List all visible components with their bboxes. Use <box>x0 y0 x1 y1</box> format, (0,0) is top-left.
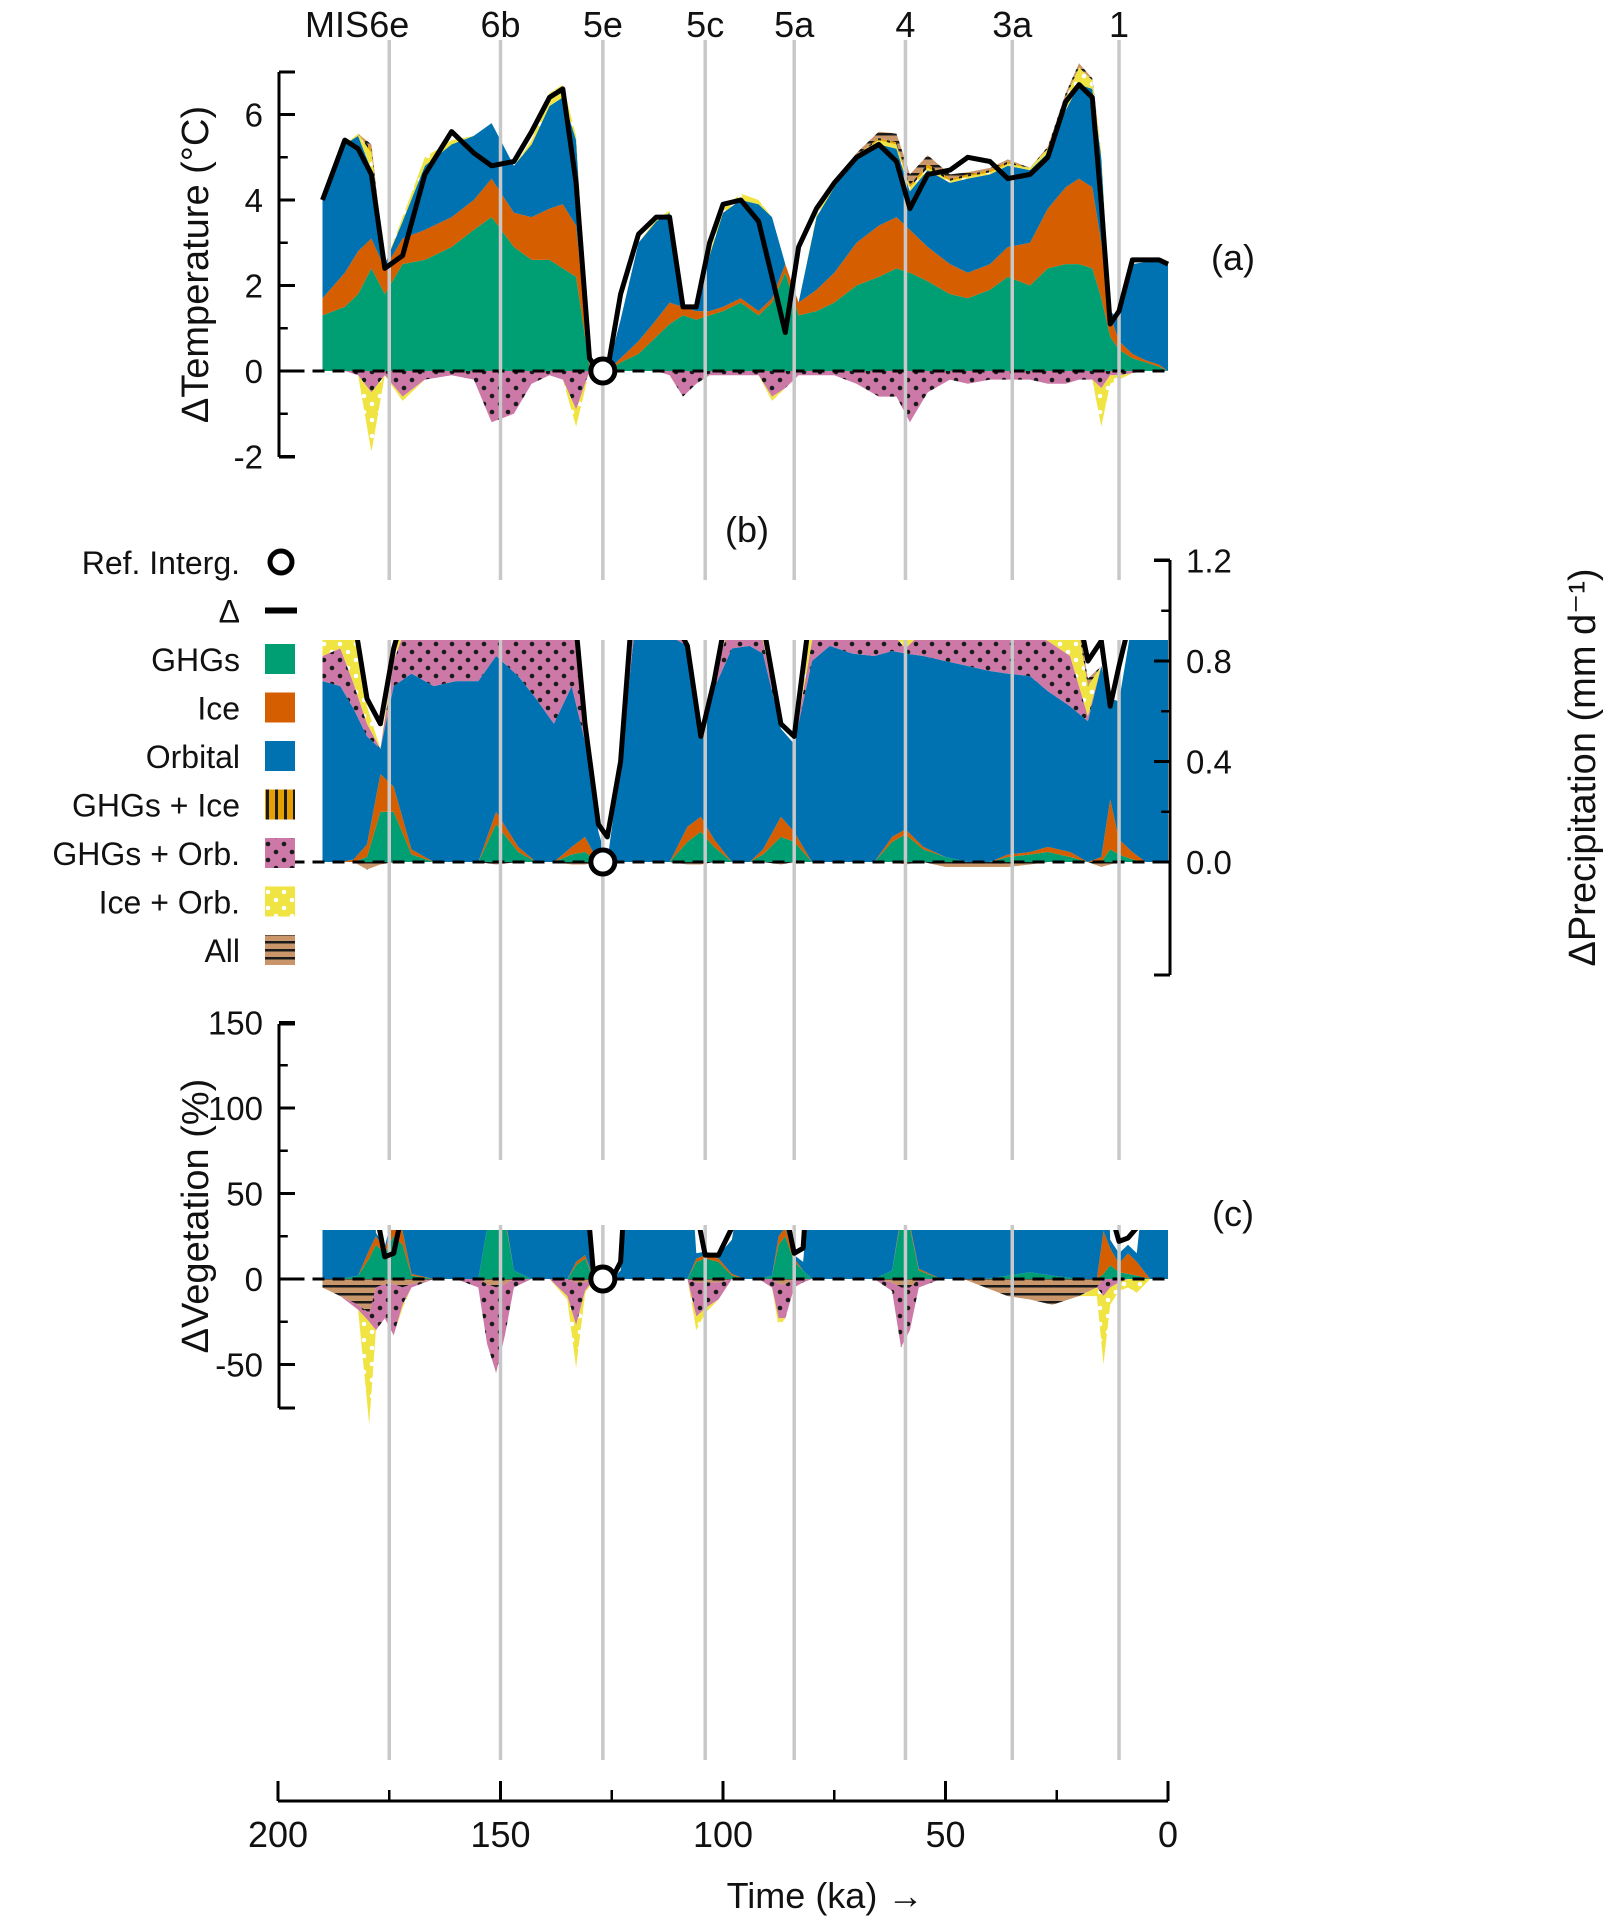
legend-label-ice: Ice <box>197 691 240 727</box>
mis-label-1: 1 <box>1109 4 1129 45</box>
panel-c-y-tick-label: 150 <box>208 1005 263 1042</box>
panel-b-area-ghgs-orb <box>322 640 1130 862</box>
legend-swatch-all <box>265 935 295 965</box>
panel-a-delta-line <box>320 82 1170 374</box>
legend-swatch-ice <box>265 692 295 723</box>
panel-c-area-all-negative <box>322 1279 1168 1314</box>
panel-c-y-tick-label: 100 <box>208 1090 263 1127</box>
x-tick-label: 200 <box>248 1814 308 1855</box>
legend-swatch-ghgs-orb <box>265 838 295 868</box>
legend-label-ghgs-ice: GHGs + Ice <box>72 788 240 824</box>
x-axis: 200 150 100 50 0 <box>248 1781 1178 1855</box>
panel-b-y-tick-label: 0.0 <box>1186 844 1232 881</box>
panel-a-area-orbital <box>322 84 1168 371</box>
panel-c-area-ghgs-orb-negative <box>322 1279 1168 1373</box>
legend-swatch-ice-orb <box>265 886 295 917</box>
panel-c-y-tick-label: 0 <box>245 1261 263 1298</box>
panel-c-y-axis-label: ΔVegetation (%) <box>175 1079 217 1354</box>
panel-a-area-ice <box>322 178 1168 371</box>
mis-label-3a: 3a <box>992 4 1033 45</box>
panel-a-y-tick-label: 6 <box>245 97 263 134</box>
mis-header-label: MIS <box>305 4 369 45</box>
x-tick-label: 50 <box>925 1814 965 1855</box>
legend-label-ghgs: GHGs <box>151 642 240 678</box>
panel-c-vegetation: -50 0 50 100 150 ΔVegetation (%) (c) <box>175 1005 1254 1425</box>
legend-swatch-ref-interg <box>267 548 295 576</box>
panel-c-y-tick-label: -50 <box>215 1347 263 1384</box>
panel-a-y-tick-label: 0 <box>245 353 263 390</box>
legend: Ref. Interg. Δ GHGs Ice Orbital GHGs + Ice GHG… <box>52 545 297 969</box>
legend-label-all: All <box>204 933 240 969</box>
mis-header: MIS 6e 6b 5e 5c 5a 4 3a 1 <box>305 4 1129 45</box>
panel-a-area-ghgs <box>322 217 1168 371</box>
panel-c-area-ghgs <box>322 1230 1168 1279</box>
mis-label-5a: 5a <box>774 4 815 45</box>
panel-a-temperature: -2 0 2 4 6 ΔTemperature (°C) (a) <box>175 63 1255 476</box>
panel-b-y-axis-label: ΔPrecipitation (mm d⁻¹) <box>1562 568 1604 966</box>
panel-a-y-axis-label: ΔTemperature (°C) <box>175 106 217 423</box>
panel-b-precipitation: 0.0 0.4 0.8 1.2 ΔPrecipitation (mm d⁻¹) (b) <box>292 509 1604 977</box>
x-tick-label: 150 <box>470 1814 530 1855</box>
x-tick-label: 100 <box>693 1814 753 1855</box>
panel-a-area-ice-orb-negative <box>322 371 1168 453</box>
mis-stage-lines <box>387 40 1121 1760</box>
legend-label-ref-interg: Ref. Interg. <box>82 545 240 581</box>
panel-a-reference-marker <box>588 356 618 386</box>
panel-b-y-tick-label: 1.2 <box>1186 543 1232 580</box>
panel-b-y-tick-label: 0.8 <box>1186 643 1232 680</box>
panel-b-reference-marker <box>588 847 618 877</box>
panel-c-area-orbital <box>322 1230 1168 1279</box>
panel-c-y-tick-label: 50 <box>226 1176 263 1213</box>
legend-swatch-ghgs-ice <box>265 789 295 820</box>
legend-label-orbital: Orbital <box>146 739 240 775</box>
mis-label-5c: 5c <box>686 4 724 45</box>
panel-c-tag: (c) <box>1212 1193 1254 1234</box>
panel-a-y-tick-label: -2 <box>234 439 263 476</box>
panel-a-area-ghgs-orb <box>322 371 1168 423</box>
legend-label-ghgs-orb: GHGs + Orb. <box>52 836 240 872</box>
mis-label-5e: 5e <box>583 4 623 45</box>
x-axis-label: Time (ka) → <box>727 1875 924 1916</box>
legend-swatch-ghgs <box>265 644 295 674</box>
mis-label-6b: 6b <box>480 4 520 45</box>
panel-a-y-tick-label: 2 <box>245 268 263 305</box>
panel-b-area-ghgs <box>322 811 1168 862</box>
panel-c-delta-line <box>377 1230 1139 1282</box>
mis-label-4: 4 <box>895 4 915 45</box>
panel-b-area-all-negative <box>322 862 1168 870</box>
panel-c-reference-marker <box>588 1264 618 1294</box>
legend-label-ice-orb: Ice + Orb. <box>99 885 240 921</box>
legend-swatch-orbital <box>265 741 295 771</box>
mis-label-6e: 6e <box>369 4 409 45</box>
panel-b-area-orbital <box>322 640 1168 862</box>
panel-a-y-tick-label: 4 <box>245 182 263 219</box>
x-tick-label: 0 <box>1158 1814 1178 1855</box>
legend-label-: Δ <box>219 594 240 630</box>
panel-a-tag: (a) <box>1211 237 1255 278</box>
panel-b-y-tick-label: 0.4 <box>1186 744 1232 781</box>
panel-b-tag: (b) <box>725 509 769 550</box>
